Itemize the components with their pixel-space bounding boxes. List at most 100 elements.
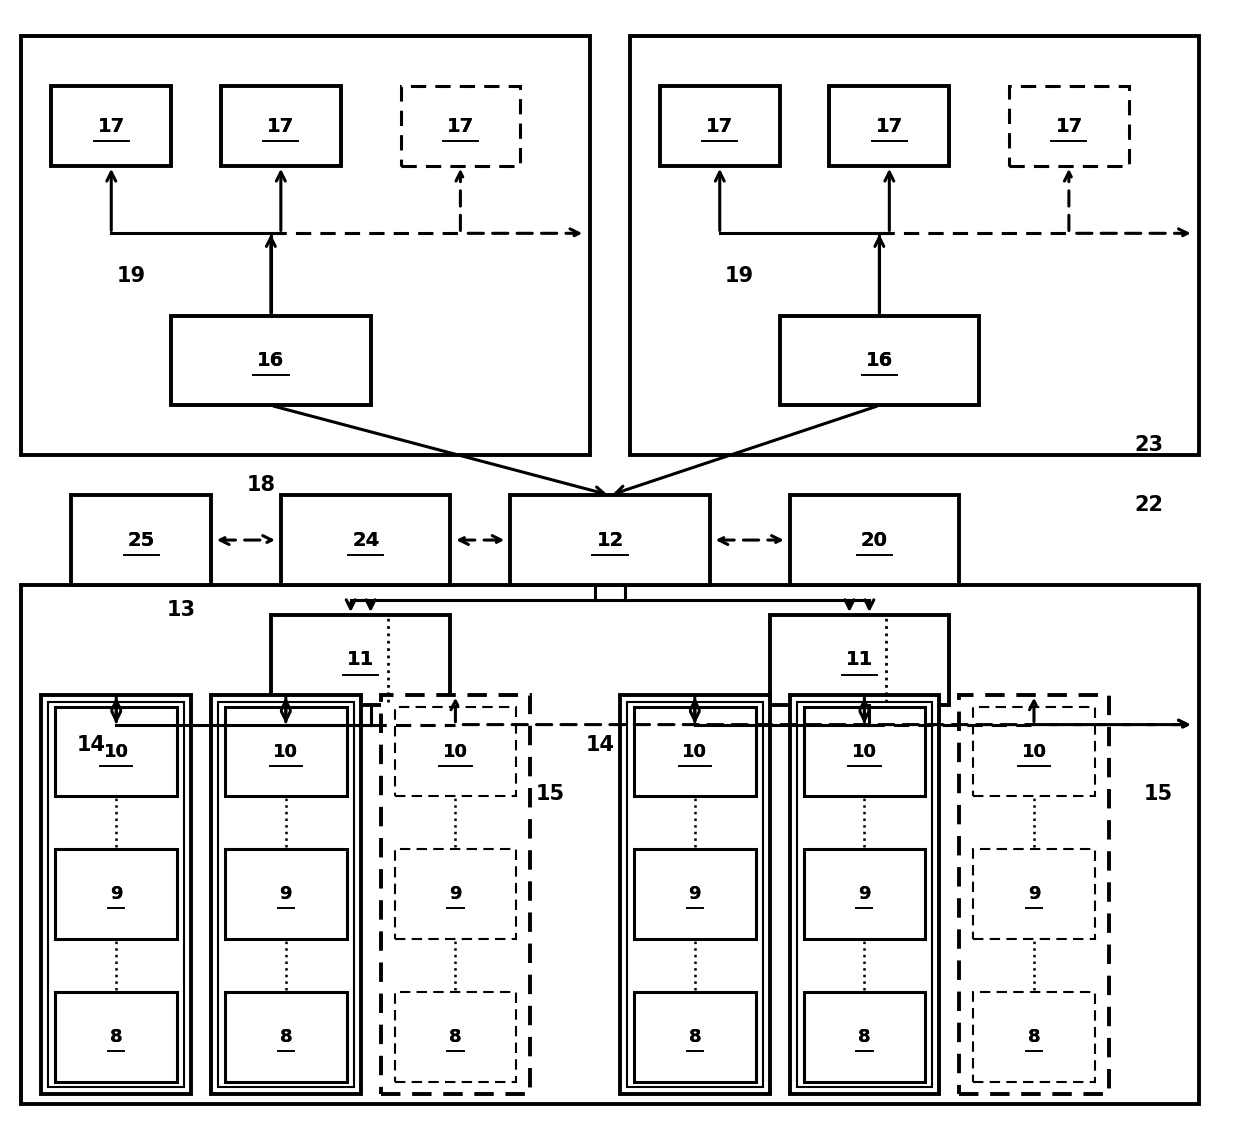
- Text: 17: 17: [1055, 117, 1083, 136]
- Text: 9: 9: [858, 885, 870, 903]
- Bar: [211, 694, 361, 1094]
- Bar: [790, 495, 960, 585]
- Bar: [804, 849, 925, 939]
- Text: 8: 8: [1028, 1028, 1040, 1046]
- Text: 24: 24: [352, 531, 379, 549]
- Bar: [21, 585, 1199, 1104]
- Bar: [224, 706, 347, 796]
- Text: 8: 8: [110, 1028, 123, 1046]
- Text: 9: 9: [279, 885, 293, 903]
- Bar: [394, 706, 516, 796]
- Bar: [221, 87, 341, 166]
- Text: 8: 8: [110, 1028, 123, 1046]
- Bar: [224, 849, 347, 939]
- Text: 8: 8: [858, 1028, 870, 1046]
- Text: 18: 18: [247, 475, 275, 495]
- Bar: [394, 992, 516, 1082]
- Bar: [630, 36, 1199, 456]
- Text: 11: 11: [846, 650, 873, 669]
- Text: 10: 10: [682, 742, 707, 760]
- Text: 12: 12: [596, 531, 624, 549]
- Text: 11: 11: [347, 650, 374, 669]
- Bar: [804, 992, 925, 1082]
- Bar: [171, 316, 371, 405]
- Text: 17: 17: [875, 117, 903, 136]
- Text: 8: 8: [688, 1028, 701, 1046]
- Text: 16: 16: [866, 351, 893, 370]
- Text: 10: 10: [273, 742, 299, 760]
- Text: 14: 14: [77, 735, 105, 755]
- Text: 8: 8: [279, 1028, 293, 1046]
- Bar: [620, 694, 770, 1094]
- Bar: [280, 495, 450, 585]
- Text: 9: 9: [1028, 885, 1040, 903]
- Bar: [270, 615, 450, 704]
- Text: 9: 9: [449, 885, 461, 903]
- Text: 20: 20: [861, 531, 888, 549]
- Text: 8: 8: [1028, 1028, 1040, 1046]
- Text: 11: 11: [846, 650, 873, 669]
- Text: 9: 9: [110, 885, 123, 903]
- Text: 8: 8: [688, 1028, 701, 1046]
- Text: 14: 14: [585, 735, 615, 755]
- Text: 9: 9: [110, 885, 123, 903]
- Bar: [627, 702, 763, 1087]
- Text: 10: 10: [1022, 742, 1047, 760]
- Bar: [224, 992, 347, 1082]
- Bar: [660, 87, 780, 166]
- Text: 17: 17: [268, 117, 294, 136]
- Bar: [973, 706, 1095, 796]
- Text: 17: 17: [707, 117, 733, 136]
- Bar: [1009, 87, 1128, 166]
- Text: 16: 16: [257, 351, 284, 370]
- Text: 17: 17: [446, 117, 474, 136]
- Text: 8: 8: [449, 1028, 461, 1046]
- Bar: [634, 706, 755, 796]
- Text: 10: 10: [1022, 742, 1047, 760]
- Bar: [634, 992, 755, 1082]
- Bar: [804, 706, 925, 796]
- Text: 17: 17: [98, 117, 125, 136]
- Text: 23: 23: [1135, 435, 1163, 456]
- Bar: [51, 87, 171, 166]
- Text: 12: 12: [596, 531, 624, 549]
- Text: 17: 17: [1055, 117, 1083, 136]
- Bar: [796, 702, 932, 1087]
- Text: 8: 8: [279, 1028, 293, 1046]
- Text: 10: 10: [104, 742, 129, 760]
- Bar: [56, 992, 177, 1082]
- Text: 15: 15: [1145, 784, 1173, 804]
- Bar: [830, 87, 949, 166]
- Text: 17: 17: [875, 117, 903, 136]
- Text: 25: 25: [128, 531, 155, 549]
- Text: 9: 9: [1028, 885, 1040, 903]
- Bar: [780, 316, 980, 405]
- Text: 16: 16: [866, 351, 893, 370]
- Text: 16: 16: [257, 351, 284, 370]
- Text: 10: 10: [852, 742, 877, 760]
- Text: 25: 25: [128, 531, 155, 549]
- Bar: [218, 702, 353, 1087]
- Bar: [401, 87, 521, 166]
- Bar: [56, 706, 177, 796]
- Text: 20: 20: [861, 531, 888, 549]
- Bar: [790, 694, 939, 1094]
- Text: 22: 22: [1135, 495, 1163, 515]
- Text: 17: 17: [98, 117, 125, 136]
- Text: 17: 17: [446, 117, 474, 136]
- Bar: [973, 849, 1095, 939]
- Text: 8: 8: [858, 1028, 870, 1046]
- Text: 15: 15: [536, 784, 564, 804]
- Text: 9: 9: [688, 885, 701, 903]
- Text: 9: 9: [449, 885, 461, 903]
- Text: 9: 9: [858, 885, 870, 903]
- Text: 10: 10: [682, 742, 707, 760]
- Bar: [394, 849, 516, 939]
- Text: 10: 10: [443, 742, 467, 760]
- Bar: [21, 36, 590, 456]
- Text: 9: 9: [688, 885, 701, 903]
- Text: 8: 8: [449, 1028, 461, 1046]
- Text: 24: 24: [352, 531, 379, 549]
- Bar: [48, 702, 184, 1087]
- Text: 9: 9: [279, 885, 293, 903]
